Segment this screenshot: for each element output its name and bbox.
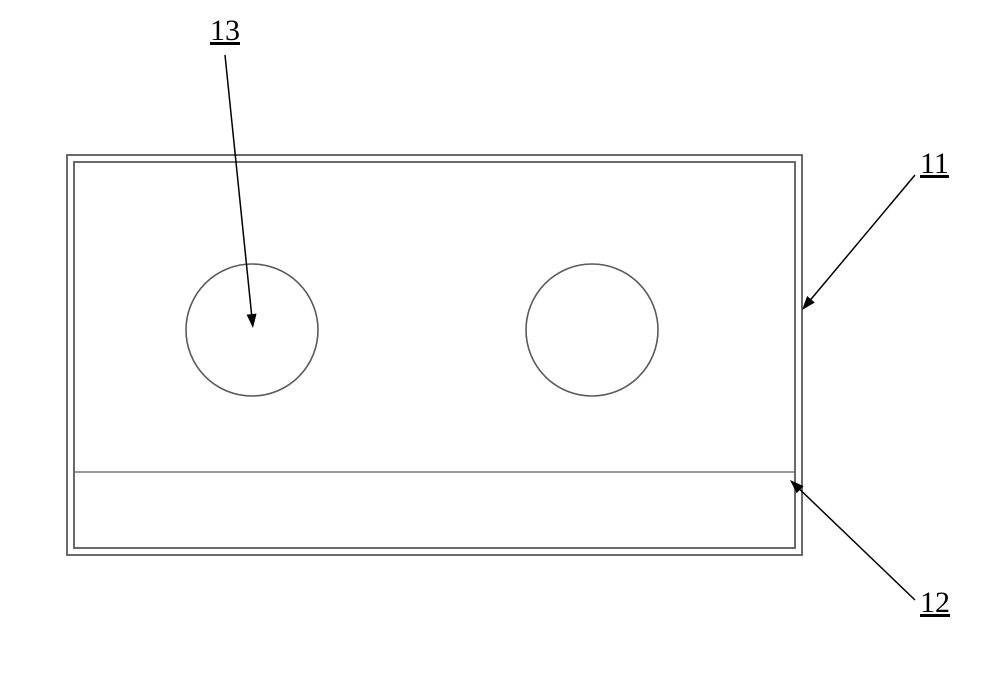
block-inner [74,162,795,548]
label-13: 13 [210,14,240,47]
hole-left [186,264,318,396]
label-11: 11 [920,147,949,180]
block-outer [67,155,802,555]
label-12: 12 [920,586,950,619]
hole-right [526,264,658,396]
